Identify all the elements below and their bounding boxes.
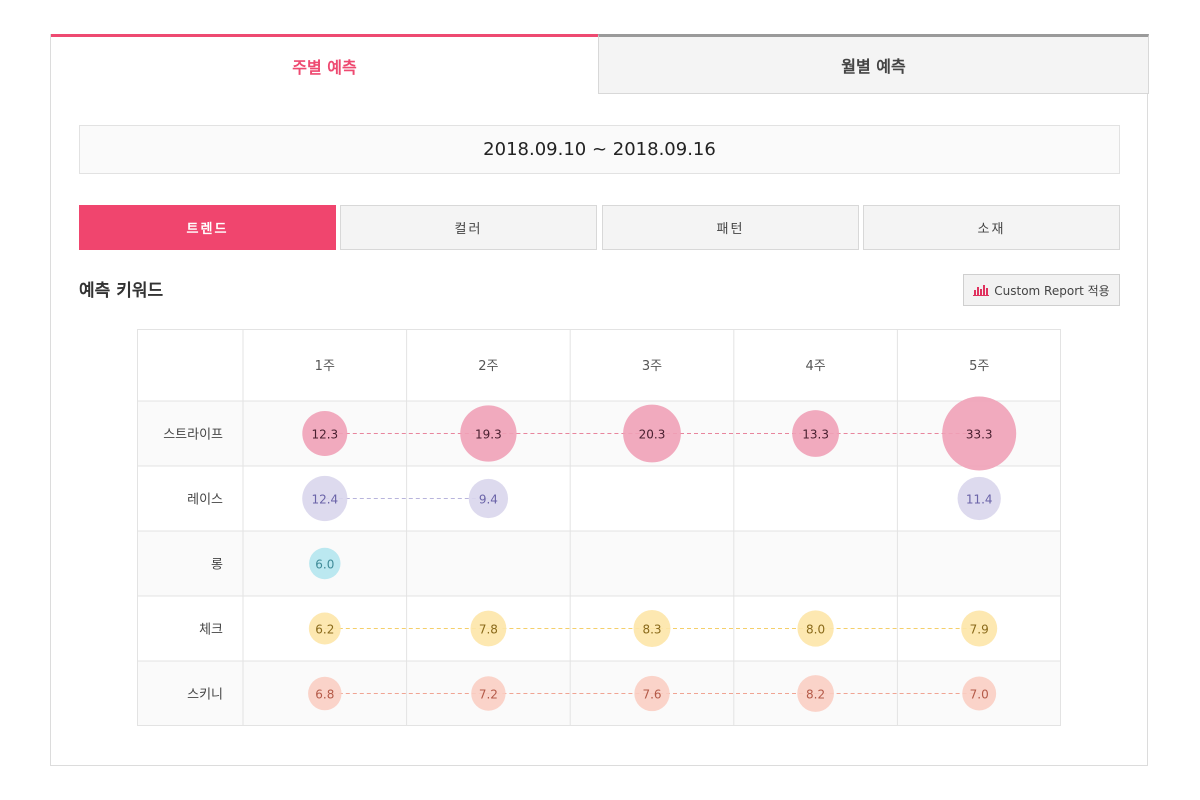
- bubble: [962, 676, 997, 711]
- bubble-value: 9.4: [479, 493, 498, 507]
- tab-monthly-forecast[interactable]: 월별 예측: [598, 34, 1149, 94]
- bubble-value: 20.3: [639, 428, 666, 442]
- bubble-value: 6.2: [315, 623, 334, 637]
- bubble: [957, 476, 1001, 521]
- bubble-value: 7.6: [642, 688, 661, 702]
- bubble: [634, 675, 670, 712]
- category-tab-pattern[interactable]: 패턴: [602, 205, 859, 250]
- bubble-value: 7.8: [479, 623, 498, 637]
- row-label: 스키니: [187, 688, 223, 703]
- column-header: 4주: [805, 359, 825, 374]
- bubble-value: 8.3: [642, 623, 661, 637]
- column-header: 5주: [969, 359, 989, 374]
- custom-report-label: Custom Report 적용: [994, 283, 1110, 298]
- bubble: [302, 475, 348, 522]
- bubble-value: 11.4: [966, 493, 993, 507]
- bubble-value: 6.8: [315, 688, 334, 702]
- forecast-panel: 주별 예측 월별 예측 2018.09.10 ~ 2018.09.16 트렌드 …: [50, 34, 1149, 766]
- bubble: [308, 612, 341, 645]
- date-range: 2018.09.10 ~ 2018.09.16: [79, 125, 1120, 174]
- bubble: [797, 610, 834, 647]
- row-background: [137, 531, 1061, 596]
- bubble-value: 12.4: [311, 493, 338, 507]
- tab-weekly-forecast[interactable]: 주별 예측: [51, 34, 598, 94]
- row-label: 레이스: [187, 493, 223, 508]
- bubble-value: 7.2: [479, 688, 498, 702]
- category-tab-color[interactable]: 컬러: [340, 205, 597, 250]
- bubble: [308, 676, 342, 711]
- row-label: 체크: [199, 623, 223, 638]
- bubble: [302, 411, 348, 456]
- bubble: [633, 610, 671, 647]
- bubble: [470, 610, 507, 647]
- bubble: [792, 410, 839, 457]
- section-title: 예측 키워드: [79, 281, 164, 301]
- bubble-value: 19.3: [475, 428, 502, 442]
- bubble-value: 6.0: [315, 558, 334, 572]
- bubble: [961, 610, 998, 647]
- category-tab-material[interactable]: 소재: [863, 205, 1120, 250]
- bubble-value: 7.0: [970, 688, 989, 702]
- bubble-value: 12.3: [311, 428, 338, 442]
- row-label: 롱: [211, 558, 223, 573]
- bubble: [468, 478, 509, 519]
- bubble: [471, 676, 506, 711]
- row-label: 스트라이프: [163, 428, 223, 443]
- bubble-value: 13.3: [802, 428, 829, 442]
- bubble: [797, 675, 834, 712]
- bubble: [623, 404, 681, 463]
- bar-chart-icon: [973, 284, 990, 296]
- custom-report-button[interactable]: Custom Report 적용: [963, 274, 1120, 306]
- bubble: [942, 396, 1017, 471]
- bubble-value: 7.9: [970, 623, 989, 637]
- bubble-value: 8.2: [806, 688, 825, 702]
- column-header: 2주: [478, 359, 498, 374]
- category-tab-trend[interactable]: 트렌드: [79, 205, 336, 250]
- bubble: [309, 547, 341, 580]
- bubble-value: 33.3: [966, 428, 993, 442]
- bubble-value: 8.0: [806, 623, 825, 637]
- column-header: 3주: [642, 359, 662, 374]
- column-header: 1주: [315, 359, 335, 374]
- bubble: [460, 405, 517, 462]
- row-background: [137, 466, 1061, 531]
